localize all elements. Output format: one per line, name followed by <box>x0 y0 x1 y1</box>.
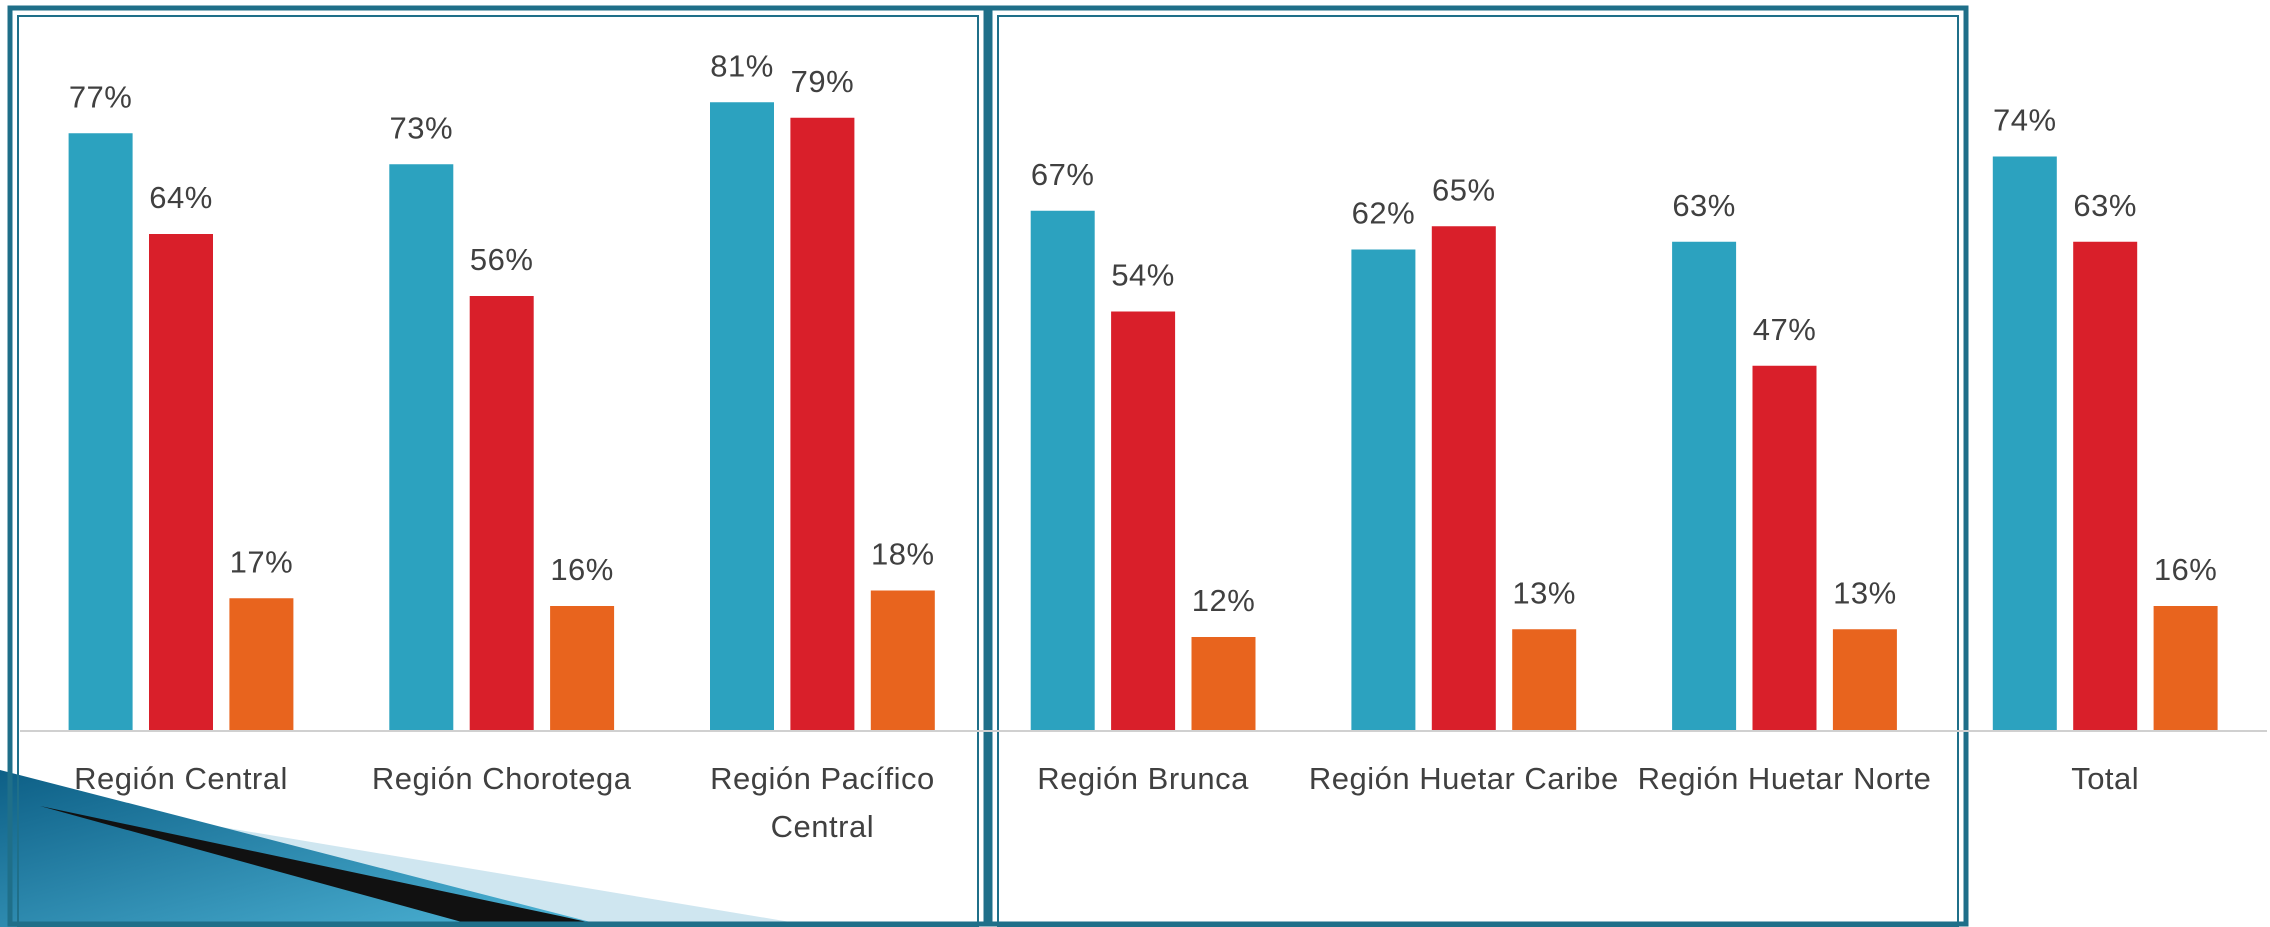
data-label: 63% <box>2073 188 2137 223</box>
data-label: 56% <box>470 242 534 277</box>
data-label: 79% <box>791 64 855 99</box>
bar <box>68 133 133 730</box>
bar <box>1111 311 1176 730</box>
data-label: 74% <box>1993 103 2057 138</box>
data-label: 65% <box>1432 172 1496 207</box>
x-tick-label: Región Brunca <box>1037 761 1249 796</box>
frame <box>17 15 979 927</box>
bar <box>1832 629 1897 730</box>
data-label: 12% <box>1192 583 1256 618</box>
data-label: 16% <box>2154 552 2218 587</box>
data-label: 73% <box>390 110 454 145</box>
x-tick-label: Región Huetar Caribe <box>1308 761 1619 796</box>
data-label: 62% <box>1352 196 1416 231</box>
bar <box>1992 156 2057 730</box>
data-label: 18% <box>871 537 935 572</box>
data-label: 13% <box>1833 575 1897 610</box>
data-label: 47% <box>1753 312 1817 347</box>
data-label: 63% <box>1672 188 1736 223</box>
bar <box>870 590 935 730</box>
data-label: 54% <box>1111 258 1175 293</box>
x-tick-label: Región Chorotega <box>371 761 632 796</box>
data-label: 13% <box>1512 575 1576 610</box>
bar <box>1030 210 1095 730</box>
frame <box>997 15 1959 927</box>
data-label: 64% <box>149 180 213 215</box>
bar <box>469 296 534 730</box>
bar <box>1191 637 1256 730</box>
bar <box>1351 249 1416 730</box>
x-tick-label: Total <box>2071 761 2140 796</box>
bar <box>1512 629 1577 730</box>
bar <box>710 102 774 730</box>
data-label: 67% <box>1031 157 1095 192</box>
bar <box>229 598 294 730</box>
bar <box>389 164 454 730</box>
bar <box>149 234 213 730</box>
bar <box>1431 226 1496 730</box>
bar <box>2153 606 2218 730</box>
bar <box>790 117 855 730</box>
bar <box>2073 241 2138 730</box>
frame <box>7 5 989 927</box>
x-tick-label: Región Pacífico Central <box>710 761 935 844</box>
bar <box>1672 241 1737 730</box>
frame <box>987 5 1969 927</box>
data-label: 81% <box>710 48 774 83</box>
data-label: 77% <box>69 79 133 114</box>
x-tick-label: Región Huetar Norte <box>1637 761 1932 796</box>
data-label: 17% <box>230 544 294 579</box>
x-tick-label: Región Central <box>74 761 288 796</box>
decoration <box>0 770 610 927</box>
decoration <box>40 806 610 927</box>
data-label: 16% <box>550 552 614 587</box>
bar <box>550 606 615 730</box>
bar <box>1752 365 1817 730</box>
